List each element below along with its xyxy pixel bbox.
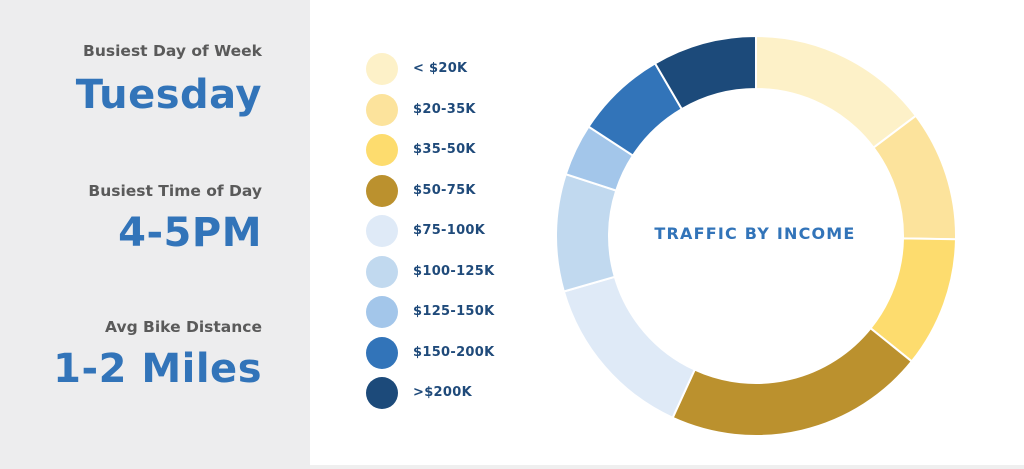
busiest-time-label: Busiest Time of Day [88,182,262,200]
legend-swatch [366,174,398,207]
chart-title: TRAFFIC BY INCOME [654,224,856,243]
busiest-day-label: Busiest Day of Week [83,42,262,60]
legend-swatch [366,53,398,85]
slice-20k [755,34,918,150]
legend-label: $150-200K [413,344,495,360]
stats-panel: Busiest Day of Week Tuesday Busiest Time… [0,0,310,469]
legend-swatch [366,296,398,328]
legend-swatch [366,93,398,126]
legend-label: >$200K [413,385,472,400]
legend-swatch [366,134,398,166]
legend-swatch [366,255,398,288]
avg-distance-label: Avg Bike Distance [105,318,262,336]
donut-chart [555,34,957,437]
legend-swatch [366,336,398,369]
slice-200k [653,34,757,111]
legend-label: $125-150K [413,304,495,319]
bottom-divider [310,465,1024,469]
busiest-time-value: 4-5PM [118,210,262,256]
income-chart: < $20K $20-35K $35-50K $50-75K $75-100K $100-… [310,0,1024,465]
slice-75-100k [562,275,697,420]
legend-label: $35-50K [413,142,476,157]
legend-swatch [366,377,398,409]
legend-label: $100-125K [413,263,495,279]
legend-label: $20-35K [413,101,476,117]
busiest-day-value: Tuesday [75,72,262,118]
legend-swatch [366,215,398,247]
slice-50-75k [671,326,914,437]
legend-label: < $20K [413,61,468,76]
avg-distance-value: 1-2 Miles [53,346,262,392]
legend-label: $50-75K [413,182,476,198]
legend-label: $75-100K [413,223,486,238]
